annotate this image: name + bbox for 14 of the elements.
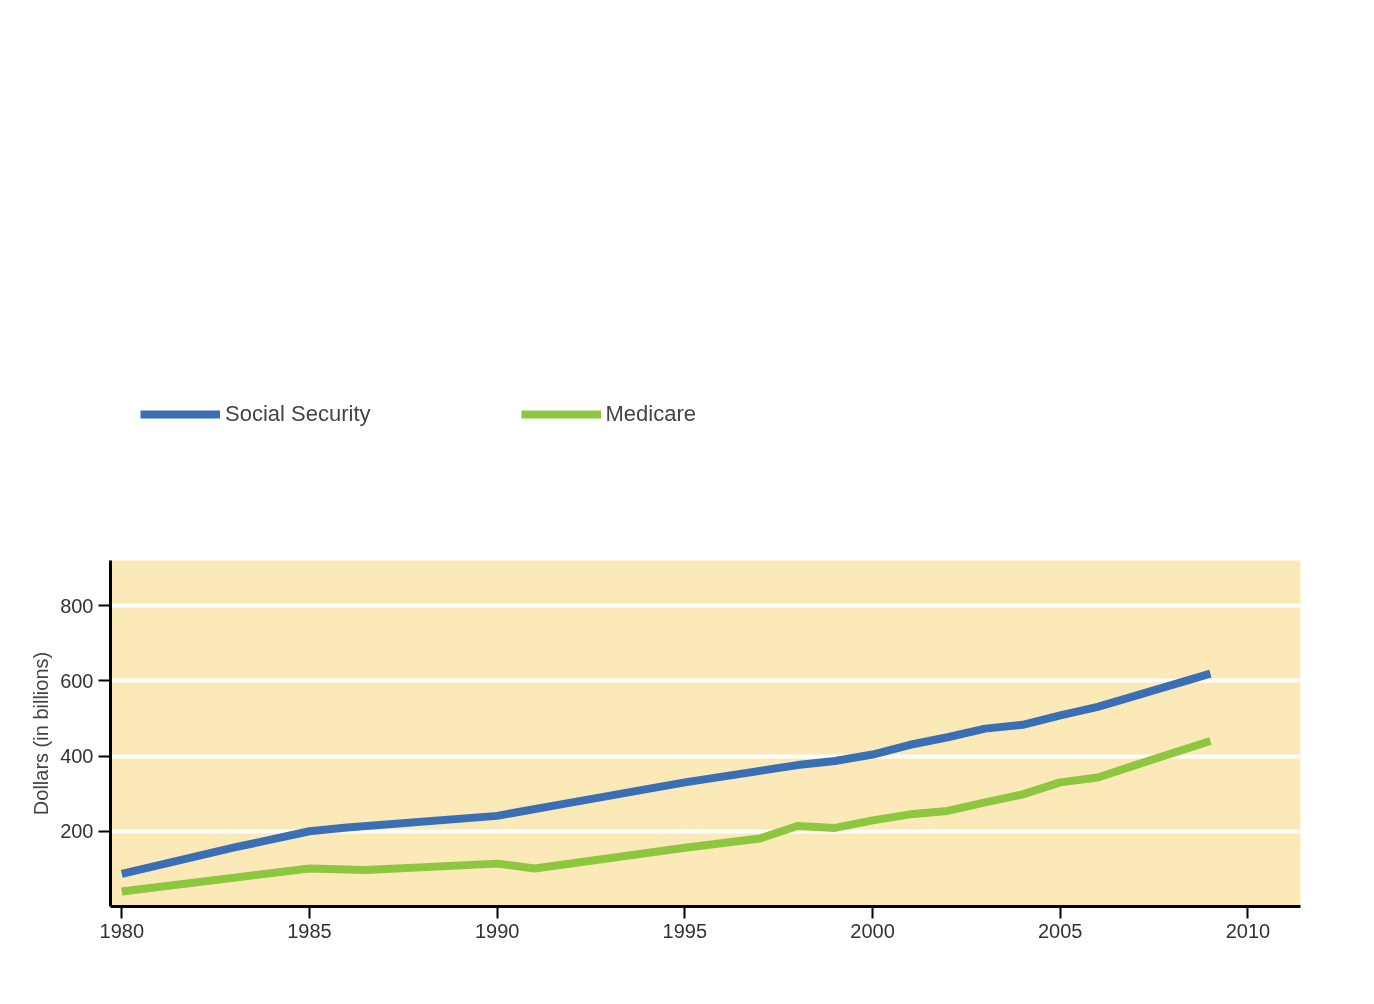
x-tick-label: 2010 xyxy=(1225,919,1271,942)
y-axis-title: Dollars (in billions) xyxy=(30,651,53,816)
legend-label: Medicare xyxy=(605,400,696,427)
x-tick-label: 1985 xyxy=(287,919,332,942)
x-tick-label: 2005 xyxy=(1038,919,1083,942)
legend-label: Social Security xyxy=(225,400,371,427)
y-tick-label: 600 xyxy=(60,669,94,692)
y-tick-label: 400 xyxy=(60,745,94,768)
x-tick-label: 1990 xyxy=(474,919,520,942)
x-tick-label: 2000 xyxy=(850,919,895,942)
y-tick-label: 800 xyxy=(60,594,94,617)
x-tick-label: 1980 xyxy=(99,919,145,942)
x-tick-label: 1995 xyxy=(662,919,708,942)
y-tick-label: 200 xyxy=(60,820,94,843)
